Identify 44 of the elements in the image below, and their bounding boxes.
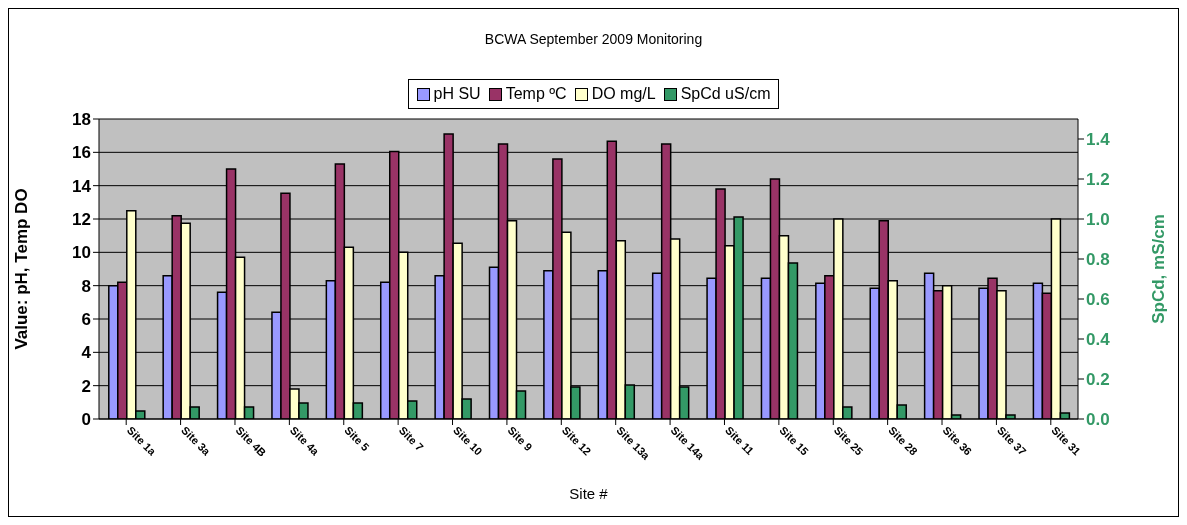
chart-title: BCWA September 2009 Monitoring	[483, 31, 704, 47]
legend-label: Temp ºC	[505, 85, 567, 103]
x-tick-label: Site 12	[559, 423, 594, 458]
x-tick-label: Site 15	[777, 423, 812, 458]
y2-tick-label: 0.6	[1086, 290, 1110, 310]
x-tick-label: Site 5	[342, 423, 372, 454]
x-tick-label: Site 7	[396, 423, 426, 454]
x-tick-label: Site 36	[940, 423, 975, 458]
y-tick-label: 18	[72, 110, 91, 130]
x-axis-title: Site #	[569, 485, 609, 502]
x-tick-label: Site 9	[505, 423, 535, 454]
y-tick-label: 14	[72, 176, 92, 196]
y-axis-title: Value: pH, Temp DO	[12, 188, 32, 350]
y-tick-label: 2	[81, 376, 91, 396]
y2-tick-label: 1.2	[1086, 170, 1110, 190]
legend-label: SpCd uS/cm	[680, 85, 771, 103]
y2-tick-label: 0.8	[1086, 250, 1110, 270]
y-tick-label: 10	[72, 243, 91, 263]
y-tick-label: 8	[81, 276, 91, 296]
y2-tick-label: 0.0	[1086, 410, 1110, 430]
y-tick-label: 0	[81, 410, 91, 430]
y-tick-label: 16	[72, 143, 91, 163]
x-tick-label: Site 4B	[233, 423, 269, 459]
y2-tick-label: 0.4	[1086, 330, 1111, 350]
x-tick-label: Site 14a	[668, 423, 708, 463]
legend-label: pH SU	[433, 85, 481, 103]
x-tick-label: Site 31	[1049, 423, 1083, 458]
x-tick-label: Site 10	[451, 423, 485, 458]
y2-tick-label: 0.2	[1086, 370, 1110, 390]
x-tick-label: Site 37	[995, 423, 1029, 458]
x-tick-label: Site 11	[723, 423, 757, 458]
x-tick-label: Site 3a	[179, 423, 214, 459]
legend-label: DO mg/L	[591, 85, 656, 103]
y-tick-label: 4	[81, 343, 92, 363]
y2-axis-title: SpCd, mS/cm	[1149, 214, 1169, 324]
x-tick-label: Site 4a	[287, 423, 323, 459]
y2-tick-label: 1.0	[1086, 210, 1110, 230]
x-tick-label: Site 1a	[124, 423, 159, 459]
y2-tick-label: 1.4	[1086, 130, 1111, 150]
y-tick-label: 12	[72, 210, 91, 230]
x-tick-label: Site 28	[886, 423, 920, 458]
x-tick-label: Site 25	[831, 423, 866, 458]
y-tick-label: 6	[81, 310, 91, 330]
x-tick-label: Site 13a	[614, 423, 653, 463]
